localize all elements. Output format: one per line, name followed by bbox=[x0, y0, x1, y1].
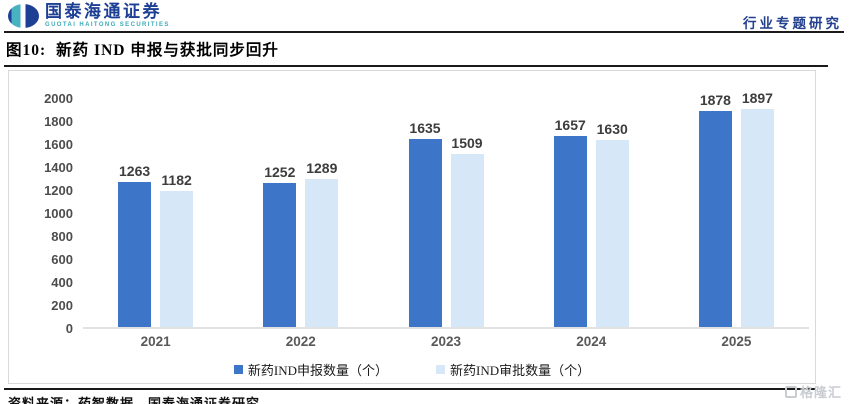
header-divider bbox=[4, 31, 844, 33]
company-name-en: GUOTAI HAITONG SECURITIES bbox=[45, 22, 170, 28]
watermark-text: 格隆汇 bbox=[799, 385, 842, 400]
bar-value-label: 1252 bbox=[264, 164, 296, 180]
watermark: 格隆汇 bbox=[784, 382, 842, 401]
bar-approvals-2023[interactable] bbox=[450, 153, 484, 327]
bar-group-2022: 1252 1289 bbox=[228, 99, 373, 327]
legend-item-applications[interactable]: 新药IND申报数量（个） bbox=[233, 360, 388, 379]
y-tick-label: 1000 bbox=[44, 206, 73, 221]
bar-unit: 1252 bbox=[263, 164, 297, 327]
watermark-logo-icon bbox=[784, 385, 797, 398]
legend-item-approvals[interactable]: 新药IND审批数量（个） bbox=[436, 360, 590, 379]
bar-unit: 1657 bbox=[553, 117, 587, 327]
bar-group-2024: 1657 1630 bbox=[519, 99, 664, 327]
bar-unit: 1289 bbox=[305, 160, 339, 327]
title-divider bbox=[4, 65, 828, 67]
y-tick-label: 0 bbox=[65, 321, 73, 336]
bar-value-label: 1509 bbox=[451, 134, 483, 151]
bar-applications-2025[interactable] bbox=[698, 111, 732, 327]
bar-value-label: 1657 bbox=[554, 117, 586, 134]
y-tick-label: 800 bbox=[51, 229, 73, 244]
bar-applications-2022[interactable] bbox=[263, 183, 297, 327]
bar-group-2021: 1263 1182 bbox=[83, 99, 228, 327]
bar-unit: 1182 bbox=[160, 172, 194, 327]
bar-value-label: 1263 bbox=[119, 162, 151, 179]
bar-value-label: 1630 bbox=[596, 120, 628, 137]
x-axis-label-2025: 2025 bbox=[721, 334, 752, 349]
bar-group-2023: 1635 1509 bbox=[373, 99, 518, 327]
bar-applications-2021[interactable] bbox=[118, 181, 152, 327]
bar-value-label: 1878 bbox=[699, 92, 731, 108]
bar-value-label: 1635 bbox=[409, 120, 441, 136]
bar-unit: 1635 bbox=[408, 120, 442, 327]
company-logo[interactable]: 国泰海通证券 GUOTAI HAITONG SECURITIES bbox=[8, 3, 170, 28]
source-note: 资料来源：药智数据，国泰海通证券研究 bbox=[8, 396, 261, 404]
y-tick-label: 600 bbox=[51, 252, 73, 267]
bar-approvals-2025[interactable] bbox=[740, 108, 774, 327]
x-axis-label-2023: 2023 bbox=[430, 334, 462, 349]
legend-marker-applications-icon bbox=[233, 365, 243, 374]
bar-approvals-2021[interactable] bbox=[160, 191, 194, 327]
report-type-label: 行业专题研究 bbox=[743, 16, 842, 31]
legend-label-applications: 新药IND申报数量（个） bbox=[247, 363, 388, 378]
chart-legend: 新药IND申报数量（个） 新药IND审批数量（个） bbox=[9, 360, 815, 379]
y-tick-label: 1400 bbox=[44, 160, 73, 175]
x-axis-label-2024: 2024 bbox=[576, 334, 607, 349]
footer-divider bbox=[4, 388, 815, 390]
bar-value-label: 1182 bbox=[161, 172, 192, 189]
logo-texts: 国泰海通证券 GUOTAI HAITONG SECURITIES bbox=[45, 3, 170, 28]
bar-approvals-2024[interactable] bbox=[595, 139, 629, 327]
bar-unit: 1897 bbox=[740, 90, 774, 327]
y-tick-label: 1800 bbox=[44, 114, 73, 129]
bar-approvals-2022[interactable] bbox=[305, 178, 339, 327]
y-tick-label: 1200 bbox=[44, 183, 73, 198]
bar-unit: 1630 bbox=[595, 121, 629, 327]
x-axis-labels: 2021 2022 2023 2024 2025 bbox=[83, 329, 809, 349]
bar-value-label: 1897 bbox=[741, 89, 773, 106]
x-axis-label-2022: 2022 bbox=[285, 334, 316, 349]
bar-unit: 1878 bbox=[698, 92, 732, 327]
y-tick-label: 200 bbox=[51, 298, 73, 313]
y-axis: 0 200 400 600 800 1000 1200 1400 1600 1800 2000 bbox=[9, 91, 83, 336]
bar-unit: 1509 bbox=[450, 135, 484, 327]
header: 国泰海通证券 GUOTAI HAITONG SECURITIES 行业专题研究 bbox=[0, 0, 850, 31]
company-name: 国泰海通证券 bbox=[45, 2, 162, 21]
bar-unit: 1263 bbox=[118, 163, 152, 327]
y-tick-label: 1600 bbox=[44, 137, 73, 152]
y-tick-label: 400 bbox=[51, 275, 73, 290]
bar-group-2025: 1878 1897 bbox=[664, 90, 809, 327]
x-axis-label-2021: 2021 bbox=[140, 334, 171, 349]
chart-plot-wrapper: 0 200 400 600 800 1000 1200 1400 1600 1800 2000 12… bbox=[9, 71, 815, 336]
bar-applications-2023[interactable] bbox=[408, 139, 442, 327]
figure-title-text: 新药 IND 申报与获批同步回升 bbox=[56, 42, 279, 59]
plot-area: 1263 1182 1252 1289 1635 1509 1657 1630 1878 1897 bbox=[83, 90, 809, 329]
company-logo-icon bbox=[8, 3, 39, 28]
legend-marker-approvals-icon bbox=[436, 365, 445, 374]
figure-number: 图10: bbox=[6, 42, 47, 59]
y-tick-label: 2000 bbox=[44, 91, 73, 106]
legend-label-approvals: 新药IND审批数量（个） bbox=[450, 363, 591, 378]
chart-panel: 0 200 400 600 800 1000 1200 1400 1600 1800 2000 12… bbox=[8, 70, 816, 384]
bar-applications-2024[interactable] bbox=[553, 136, 587, 327]
figure-title: 图10: 新药 IND 申报与获批同步回升 bbox=[0, 33, 850, 64]
bar-value-label: 1289 bbox=[306, 159, 338, 176]
